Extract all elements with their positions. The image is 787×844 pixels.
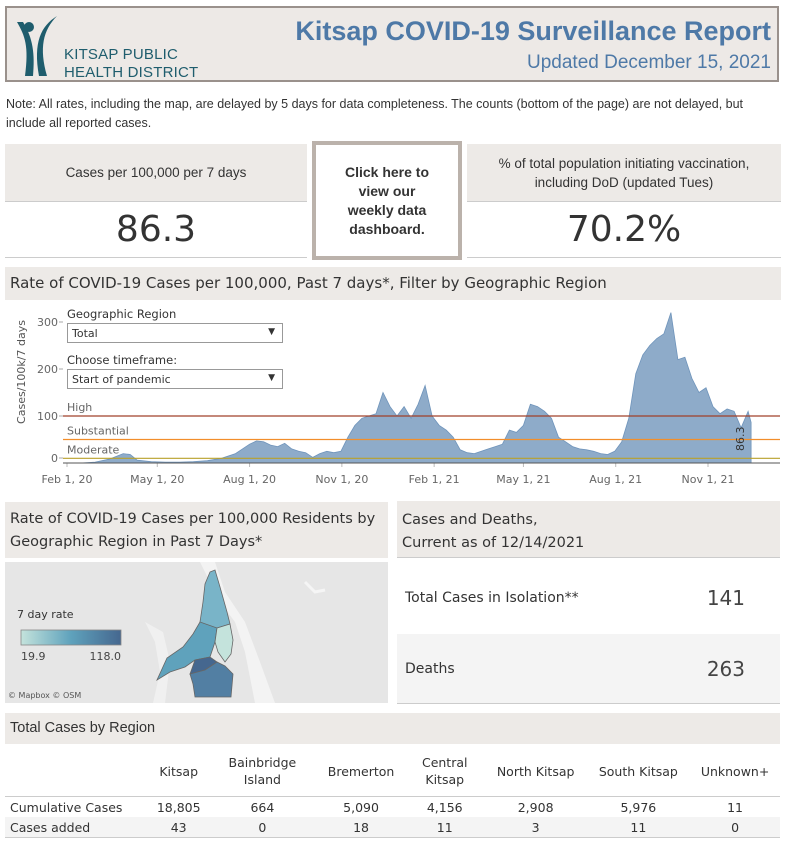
chevron-down-icon: ▼: [268, 373, 275, 383]
table-corner: [5, 746, 150, 797]
data-note: Note: All rates, including the map, are …: [6, 97, 744, 130]
table-cell: 43: [150, 817, 208, 838]
deaths-value: 263: [706, 656, 745, 681]
table-header-row: Kitsap Bainbridge Island Bremerton Centr…: [5, 746, 780, 797]
column-header: Kitsap: [150, 746, 208, 797]
reference-label-moderate: Moderate: [67, 443, 120, 456]
table-cell: 0: [690, 817, 780, 838]
weekly-dashboard-link-text: Click here to view our weekly data dashb…: [344, 163, 430, 237]
table-cell: 4,156: [426, 799, 463, 815]
x-tick-label: Nov 1, 20: [315, 473, 368, 486]
reference-label-high: High: [67, 401, 92, 414]
table-row: Cases added 43 0 18 11 3 11 0: [5, 817, 780, 838]
table-cell: 2,908: [517, 799, 554, 815]
x-tick-label: Aug 1, 20: [223, 473, 276, 486]
reference-label-substantial: Substantial: [67, 425, 129, 438]
table-cell: 5,976: [620, 799, 657, 815]
cases-rate-value: 86.3: [5, 202, 307, 258]
region-filter-value: Total: [72, 326, 98, 340]
y-tick-label: 100: [37, 410, 58, 423]
isolation-label: Total Cases in Isolation**: [405, 590, 579, 606]
table-cell: 11: [727, 799, 744, 815]
region-map-canvas: 7 day rate 19.9 118.0 © Mapbox © OSM: [5, 562, 388, 703]
cases-deaths-heading-line1: Cases and Deaths,: [402, 512, 538, 528]
x-tick-label: Nov 1, 21: [682, 473, 735, 486]
table-cell: 11: [404, 817, 485, 838]
table-cell: 5,090: [343, 799, 379, 815]
table-cell: 664: [250, 799, 275, 815]
weekly-dashboard-link[interactable]: Click here to view our weekly data dashb…: [312, 141, 462, 260]
x-tick-label: May 1, 20: [130, 473, 184, 486]
isolation-row: Total Cases in Isolation** 141: [397, 562, 780, 634]
y-tick-label: 300: [37, 316, 58, 329]
y-tick-label: 200: [37, 363, 58, 376]
column-header: South Kitsap: [586, 746, 691, 797]
deaths-label: Deaths: [405, 660, 455, 677]
table-cell: 11: [586, 817, 691, 838]
y-tick-label: 0: [51, 452, 58, 465]
map-legend-title: 7 day rate: [17, 608, 74, 621]
org-name-line1: KITSAP PUBLIC: [64, 46, 179, 63]
page-title: Kitsap COVID-19 Surveillance Report: [295, 16, 771, 46]
cases-deaths-heading-line2: Current as of 12/14/2021: [402, 535, 585, 551]
column-header: Bremerton: [317, 746, 405, 797]
timeframe-filter-value: Start of pandemic: [72, 372, 171, 386]
rate-chart-heading: Rate of COVID-19 Cases per 100,000, Past…: [5, 267, 781, 300]
chevron-down-icon: ▼: [268, 327, 275, 337]
x-tick-label: May 1, 21: [496, 473, 550, 486]
y-axis-label: Cases/100k/7 days: [15, 320, 28, 424]
map-heading: Rate of COVID-19 Cases per 100,000 Resid…: [5, 502, 388, 558]
column-header: Unknown+: [690, 746, 780, 797]
end-value-label: 86.3: [734, 426, 747, 451]
table-cell: 18: [317, 817, 405, 838]
region-table: Kitsap Bainbridge Island Bremerton Centr…: [5, 746, 780, 838]
column-header: Central Kitsap: [404, 746, 485, 797]
region-filter-dropdown[interactable]: Total ▼: [67, 323, 283, 343]
row-label: Cumulative Cases: [10, 799, 123, 815]
isolation-value: 141: [706, 586, 745, 610]
vaccination-label: % of total population initiating vaccina…: [467, 144, 781, 202]
kphd-logo-icon: [17, 16, 57, 76]
table-cell: 18,805: [156, 799, 201, 815]
region-map[interactable]: 7 day rate 19.9 118.0 © Mapbox © OSM: [5, 562, 388, 703]
org-name-line2: HEALTH DISTRICT: [64, 64, 199, 81]
report-header: KITSAP PUBLIC HEALTH DISTRICT Kitsap COV…: [5, 6, 779, 82]
region-filter-label: Geographic Region: [67, 307, 177, 321]
map-legend-max: 118.0: [90, 650, 122, 663]
column-header: Bainbridge Island: [207, 746, 318, 797]
table-cell: 0: [207, 817, 318, 838]
updated-date: Updated December 15, 2021: [527, 52, 771, 73]
vaccination-value: 70.2%: [467, 202, 781, 258]
x-tick-label: Aug 1, 21: [589, 473, 642, 486]
deaths-row: Deaths 263: [397, 634, 780, 704]
map-attribution[interactable]: © Mapbox © OSM: [8, 691, 81, 700]
row-label: Cases added: [5, 817, 150, 838]
x-tick-label: Feb 1, 20: [42, 473, 93, 486]
region-bainbridge-island[interactable]: [214, 623, 234, 663]
region-table-heading: Total Cases by Region: [5, 713, 780, 744]
table-row: Cumulative Cases 18,805 664 5,090 4,156 …: [5, 797, 780, 818]
water-body: [145, 622, 170, 703]
cases-rate-label: Cases per 100,000 per 7 days: [5, 144, 307, 202]
map-legend-min: 19.9: [21, 650, 46, 663]
x-tick-label: Feb 1, 21: [409, 473, 460, 486]
cases-deaths-heading: Cases and Deaths, Current as of 12/14/20…: [397, 501, 780, 558]
table-cell: 3: [484, 817, 587, 838]
rate-area-chart: Cases/100k/7 days 0 100 200 300 High Substan…: [15, 312, 780, 486]
region-south-kitsap[interactable]: [189, 661, 234, 698]
org-name: KITSAP PUBLIC HEALTH DISTRICT: [64, 46, 198, 82]
column-header: North Kitsap: [484, 746, 587, 797]
timeframe-filter-dropdown[interactable]: Start of pandemic ▼: [67, 369, 283, 389]
timeframe-filter-label: Choose timeframe:: [67, 353, 178, 367]
map-legend-gradient: [20, 629, 122, 646]
series-area-total[interactable]: [67, 312, 752, 464]
